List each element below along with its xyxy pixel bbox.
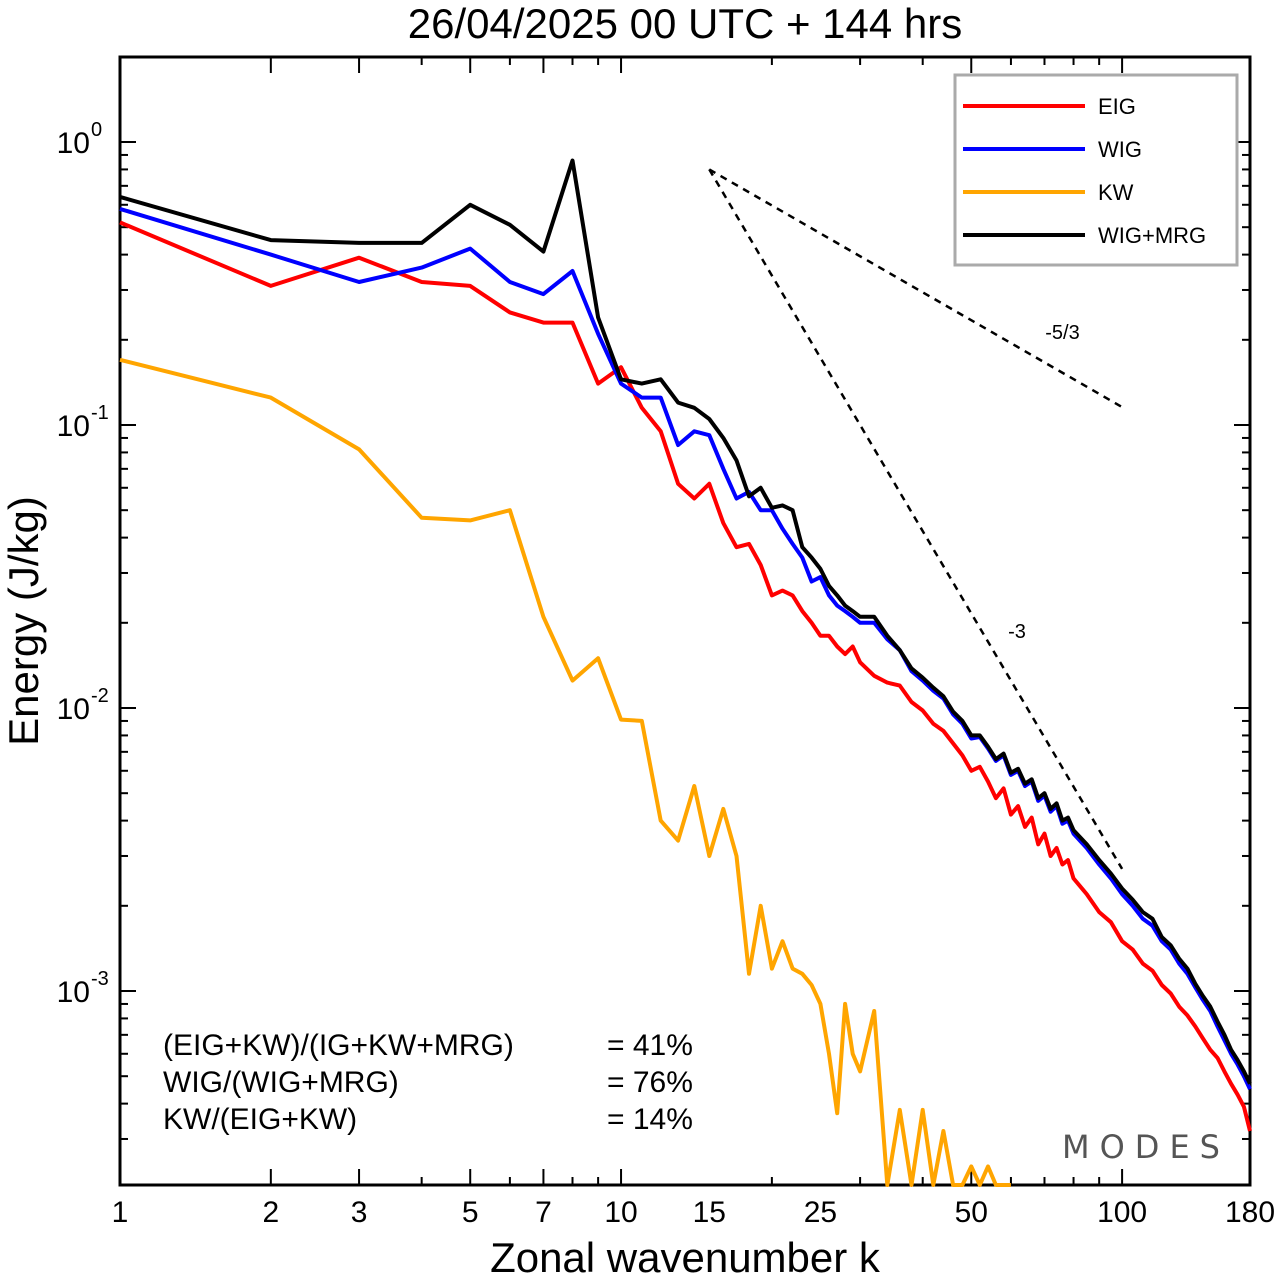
x-tick-label: 7 bbox=[535, 1196, 552, 1229]
x-tick-label: 1 bbox=[112, 1196, 129, 1229]
stat-label: WIG/(WIG+MRG) bbox=[163, 1066, 399, 1099]
y-tick-label: 10 bbox=[57, 127, 90, 160]
series-lines bbox=[119, 158, 1252, 1187]
y-tick-label: 10 bbox=[57, 693, 90, 726]
legend-entries: EIG WIG KW WIG+MRG bbox=[963, 94, 1206, 248]
x-tick-label: 10 bbox=[604, 1196, 637, 1229]
series-line-wig bbox=[119, 206, 1252, 1090]
slope-label: -3 bbox=[1008, 621, 1026, 643]
y-tick-exponent: 0 bbox=[91, 119, 102, 141]
x-axis-label: Zonal wavenumber k bbox=[490, 1234, 881, 1281]
x-tick-label: 100 bbox=[1097, 1196, 1147, 1229]
stat-value: = 41% bbox=[607, 1029, 693, 1062]
slope-label: -5/3 bbox=[1045, 322, 1079, 344]
x-tick-label: 15 bbox=[693, 1196, 726, 1229]
energy-ratio-stats: (EIG+KW)/(IG+KW+MRG) = 41% WIG/(WIG+MRG) = … bbox=[163, 1029, 693, 1136]
slope-line bbox=[708, 168, 1123, 409]
reference-slope-lines: -5/3 -3 bbox=[708, 168, 1124, 870]
plot-frame bbox=[118, 55, 1252, 1187]
x-tick-label: 5 bbox=[462, 1196, 479, 1229]
x-tick-label: 25 bbox=[804, 1196, 837, 1229]
x-tick-label: 2 bbox=[262, 1196, 279, 1229]
y-tick-label: 10 bbox=[57, 410, 90, 443]
x-tick-label: 180 bbox=[1225, 1196, 1275, 1229]
x-tick-labels: 1 2 3 5 7 10 15 25 50 100 180 bbox=[112, 1196, 1275, 1229]
legend-label: WIG+MRG bbox=[1098, 223, 1206, 248]
y-tick-exponent: -2 bbox=[91, 685, 109, 707]
stat-label: KW/(EIG+KW) bbox=[163, 1103, 357, 1136]
legend-label: WIG bbox=[1098, 137, 1142, 162]
slope-line bbox=[708, 168, 1124, 870]
x-tick-label: 3 bbox=[351, 1196, 368, 1229]
stat-label: (EIG+KW)/(IG+KW+MRG) bbox=[163, 1029, 514, 1062]
axis-ticks bbox=[119, 57, 1250, 1185]
series-line-kw bbox=[119, 357, 1011, 1187]
x-tick-label: 50 bbox=[955, 1196, 988, 1229]
series-line-wig-mrg bbox=[119, 158, 1252, 1085]
modes-watermark: MODES bbox=[1062, 1128, 1230, 1166]
stat-value: = 14% bbox=[607, 1103, 693, 1136]
y-tick-exponent: -3 bbox=[91, 968, 109, 990]
legend-label: KW bbox=[1098, 180, 1134, 205]
legend: EIG WIG KW WIG+MRG bbox=[953, 73, 1239, 267]
y-axis-label: Energy (J/kg) bbox=[0, 496, 47, 746]
y-tick-exponent: -1 bbox=[91, 402, 109, 424]
chart-title: 26/04/2025 00 UTC + 144 hrs bbox=[408, 0, 963, 47]
plot-area: -5/3 -3 bbox=[118, 55, 1252, 1187]
y-tick-label: 10 bbox=[57, 976, 90, 1009]
legend-label: EIG bbox=[1098, 94, 1136, 119]
series-line-eig bbox=[119, 220, 1252, 1132]
stat-value: = 76% bbox=[607, 1066, 693, 1099]
